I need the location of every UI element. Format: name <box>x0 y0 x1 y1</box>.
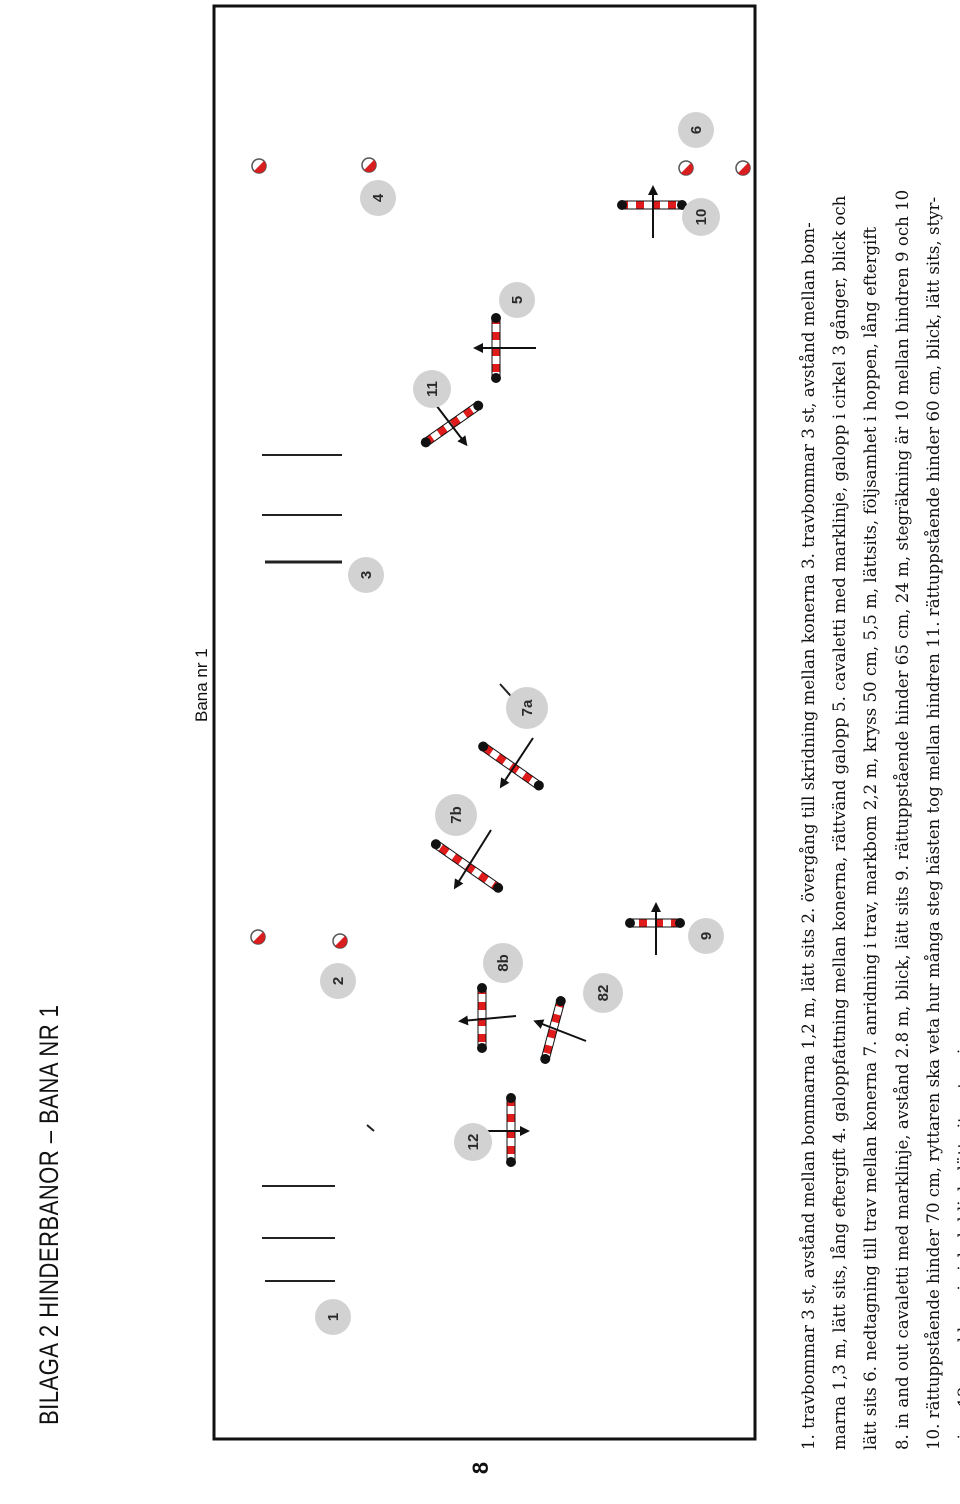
marker-7a-label: 7a <box>519 699 536 716</box>
marker-82: 82 <box>583 973 623 1013</box>
marker-11-label: 11 <box>424 381 441 397</box>
marker-4-label: 4 <box>370 193 387 202</box>
marker-5: 5 <box>499 282 535 318</box>
marker-4: 4 <box>360 180 396 216</box>
marker-5-label: 5 <box>509 296 526 304</box>
cone <box>361 157 377 173</box>
marker-9: 9 <box>688 918 724 954</box>
trot-poles-1 <box>262 1185 335 1282</box>
arena-border <box>212 4 757 1441</box>
marker-6-label: 6 <box>688 126 705 134</box>
marker-9-label: 9 <box>698 932 715 940</box>
arrow-7b <box>453 829 492 890</box>
marker-82-label: 82 <box>595 985 612 1002</box>
legend-line: ning 12. markbom i cirkel, blick, lätt s… <box>954 1027 960 1450</box>
marker-10-label: 10 <box>693 209 710 226</box>
marker-12: 12 <box>454 1123 492 1161</box>
marker-12-label: 12 <box>465 1134 482 1151</box>
obstacle-82 <box>540 996 566 1064</box>
course-legend: 1. travbommar 3 st, avstånd mellan bomma… <box>793 0 960 1450</box>
cone <box>332 933 348 949</box>
marker-11: 11 <box>413 370 451 408</box>
legend-line: marna 1,3 m, lätt sits, lång eftergift 4… <box>830 195 850 1450</box>
marker-1-label: 1 <box>325 1313 342 1321</box>
arrow-8b <box>458 1015 517 1026</box>
small-mark <box>366 1124 375 1132</box>
marker-1: 1 <box>315 1299 351 1335</box>
arrow-7a <box>499 737 534 789</box>
legend-line: 10. rättuppstående hinder 70 cm, ryttare… <box>923 196 943 1450</box>
obstacle-8b <box>477 983 487 1053</box>
obstacle-7a <box>478 741 544 791</box>
marker-7b: 7b <box>435 794 477 836</box>
arrow-11 <box>435 404 468 447</box>
trot-poles-3 <box>262 454 342 564</box>
marker-3: 3 <box>348 557 384 593</box>
marker-6: 6 <box>678 112 714 148</box>
arrow-82 <box>533 1019 587 1042</box>
marker-2: 2 <box>320 963 356 999</box>
marker-8b-label: 8b <box>495 954 512 972</box>
cone <box>250 929 266 945</box>
obstacle-11 <box>420 400 484 448</box>
cone <box>678 160 694 176</box>
marker-7b-label: 7b <box>448 806 465 824</box>
legend-line: 8. in and out cavaletti med marklinje, a… <box>892 189 912 1450</box>
cones <box>250 157 751 949</box>
legend-line: lätt sits 6. nedtagning till trav mellan… <box>861 226 881 1450</box>
marker-3-label: 3 <box>358 571 375 579</box>
marker-10: 10 <box>682 198 720 236</box>
cone <box>251 158 267 174</box>
marker-8b: 8b <box>483 943 523 983</box>
marker-7a: 7a <box>506 687 548 729</box>
marker-2-label: 2 <box>330 977 347 985</box>
cone <box>735 160 751 176</box>
legend-line: 1. travbommar 3 st, avstånd mellan bomma… <box>799 222 818 1450</box>
obstacle-7b <box>430 839 504 893</box>
